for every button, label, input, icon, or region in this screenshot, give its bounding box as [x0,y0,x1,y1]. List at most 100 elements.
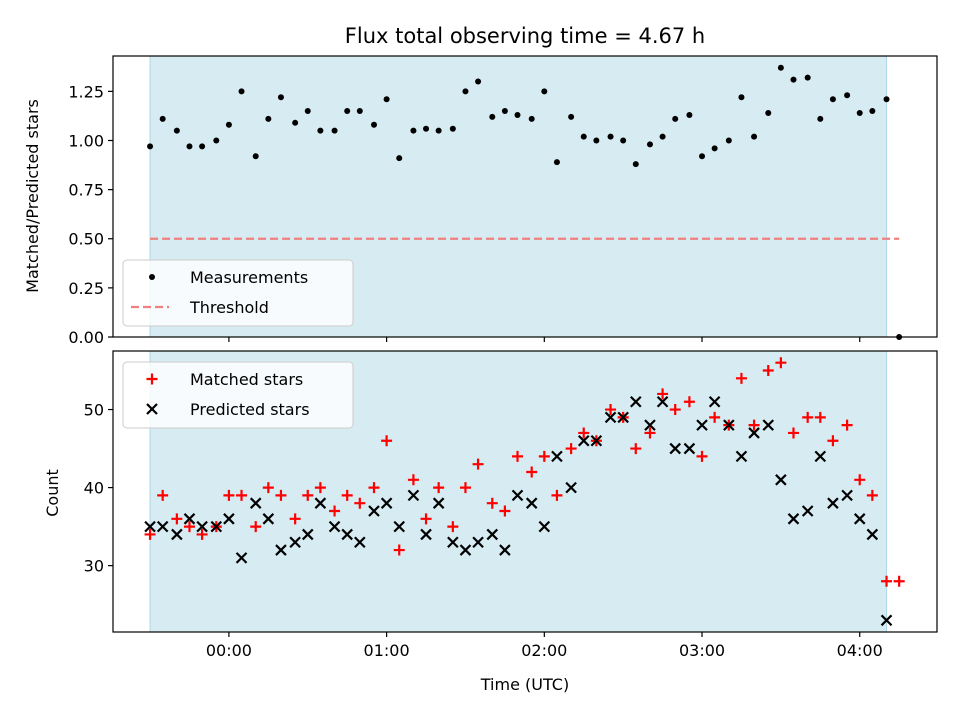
matched-stars-point [196,528,208,540]
predicted-stars-point [775,474,787,486]
predicted-stars-point [604,411,617,424]
predicted-stars-point [827,497,839,509]
predicted-stars-point [814,450,827,463]
measurement-point [528,115,535,122]
x-tick-label: 04:00 [837,641,883,660]
measurement-point [659,133,666,140]
legend: Matched stars Predicted stars [122,361,354,429]
legend-matched-marker [146,373,158,385]
predicted-stars-point [565,481,577,494]
measurement-point [751,133,758,140]
predicted-stars-point [551,450,563,463]
y-tick-label: 30 [84,557,104,576]
measurement-point [738,94,745,101]
predicted-stars-point [393,520,406,533]
matched-stars-point [433,482,445,494]
predicted-stars-point [472,536,484,549]
predicted-stars-point [538,520,551,533]
legend-label: Measurements [190,268,308,287]
measurement-point [593,137,600,144]
predicted-stars-point [708,395,721,408]
predicted-stars-point [420,528,432,541]
measurement-point [292,119,299,126]
predicted-stars-point [841,489,853,502]
legend-predicted-marker [146,403,158,415]
measurement-point [725,137,732,144]
matched-stars-point [538,450,550,462]
predicted-stars-point [617,411,629,424]
predicted-stars-point [328,520,341,533]
predicted-stars-point [223,513,235,525]
predicted-stars-point [341,528,353,541]
matched-stars-point [683,396,695,408]
y-tick-label: 0.50 [68,230,104,249]
measurement-point [277,94,284,101]
predicted-stars-point [723,419,735,431]
matched-stars-point [183,521,195,533]
measurement-point [580,133,587,140]
legend-box [122,361,354,429]
measurement-point [501,108,508,115]
matched-stars-point [447,521,459,533]
predicted-stars-point [853,513,866,525]
measurement-point [331,127,338,134]
predicted-stars-point [577,434,590,447]
x-tick-label: 00:00 [206,641,252,660]
matched-stars-point [802,411,814,423]
predicted-stars-point [314,497,327,509]
top-panel: 0.00 0.25 0.50 0.75 1.00 1.25 Measurements Thre… [68,55,938,347]
matched-stars-point [223,489,235,501]
measurement-point [804,74,811,81]
predicted-stars-point [499,544,511,556]
measurement-point [607,133,614,140]
measurement-point [462,88,469,95]
measurement-point [777,64,784,71]
measurement-point [817,115,824,122]
measurement-point [686,111,693,118]
measurement-point [541,88,548,95]
measurement-point [356,108,363,115]
legend-label: Predicted stars [190,400,310,419]
matched-stars-point [393,544,405,556]
predicted-stars-point [368,505,380,517]
predicted-stars-point [683,442,696,455]
matched-stars-point [775,357,787,369]
matched-stars-point [157,489,169,501]
predicted-stars-point [525,497,538,509]
matched-stars-point [144,528,156,540]
predicted-stars-point [289,536,301,549]
measurement-point [790,76,797,83]
matched-stars-point [250,521,262,533]
legend-box [122,259,354,327]
measurement-point [672,115,679,122]
measurement-point [646,141,653,148]
y-tick-label: 1.25 [68,82,104,101]
measurement-point [199,143,206,150]
measurement-point [147,143,154,150]
measurement-point [225,121,232,128]
predicted-stars-point [787,513,800,525]
predicted-stars-point [656,395,669,408]
legend-label: Matched stars [190,370,303,389]
matched-stars-point [512,450,524,462]
matched-stars-point [262,482,274,494]
predicted-stars-point [748,427,760,439]
matched-stars-point [341,489,353,501]
measurement-point [186,143,193,150]
matched-stars-point [841,419,853,431]
matched-stars-point [289,513,301,525]
matched-stars-point [881,575,893,587]
legend: Measurements Threshold [122,259,354,327]
matched-stars-point [381,435,393,447]
measurement-point [252,153,259,160]
matched-stars-point [526,466,538,478]
measurement-point [553,159,560,166]
measurement-point [370,121,377,128]
predicted-stars-point [801,505,814,517]
matched-stars-point [354,497,366,509]
measurement-point [304,108,311,115]
predicted-stars-point [301,528,314,541]
predicted-stars-point [196,520,208,533]
matched-stars-point [565,443,577,455]
